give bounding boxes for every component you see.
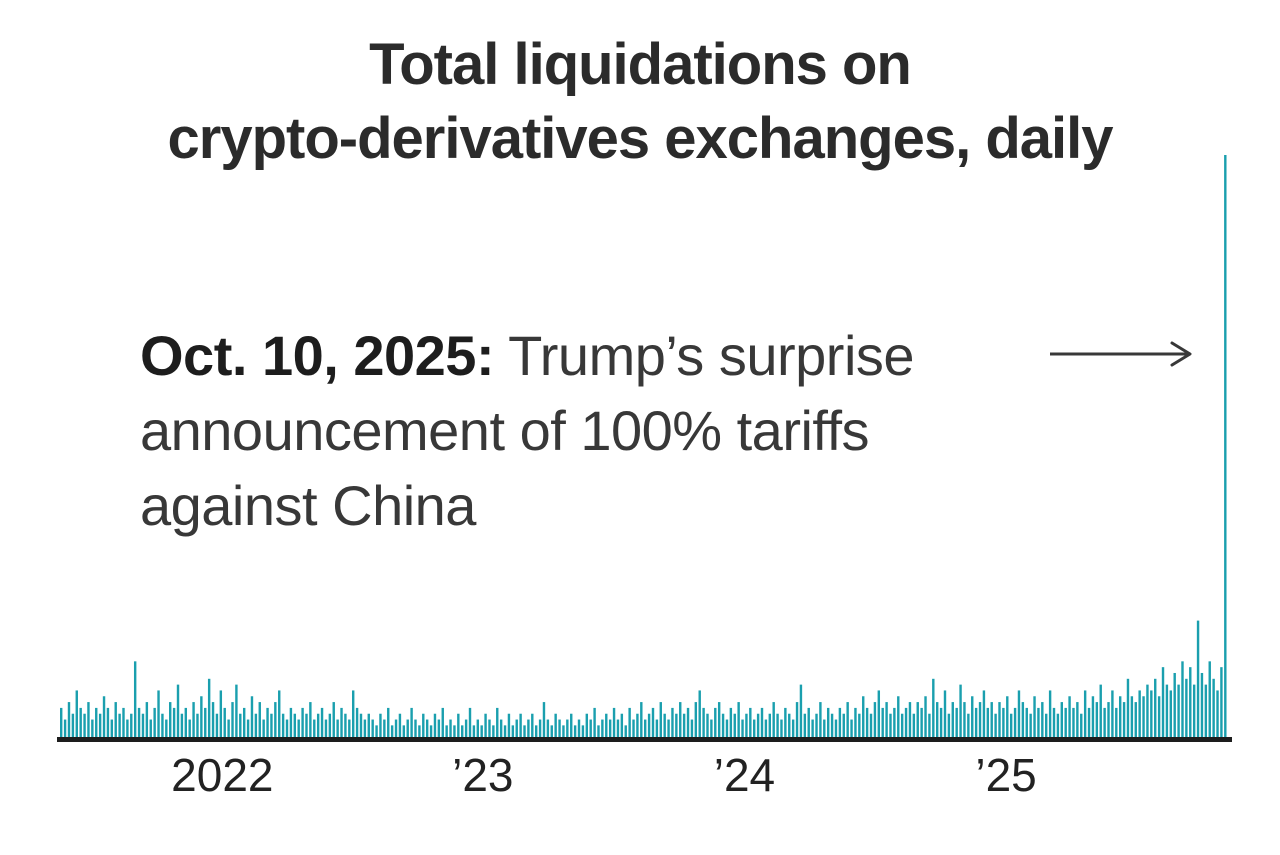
chart-title: Total liquidations on crypto-derivatives… bbox=[0, 28, 1280, 176]
annotation-line-2: announcement of 100% tariffs bbox=[140, 399, 870, 462]
x-axis-tick-label: ’23 bbox=[452, 749, 514, 801]
annotation-arrow-icon bbox=[1050, 341, 1192, 367]
annotation-line-1: Trump’s surprise bbox=[494, 324, 915, 387]
annotation-line-3: against China bbox=[140, 474, 476, 537]
x-axis-tick-label: 2022 bbox=[171, 749, 274, 801]
chart-title-line-1: Total liquidations on bbox=[369, 32, 912, 97]
x-axis-tick-label: ’25 bbox=[975, 749, 1037, 801]
x-axis-tick-labels: 2022 ’23 ’24 ’25 bbox=[0, 748, 1280, 808]
x-axis-line bbox=[57, 737, 1232, 742]
annotation: Oct. 10, 2025: Trump’s surprise announce… bbox=[140, 318, 1100, 543]
annotation-date: Oct. 10, 2025: bbox=[140, 324, 495, 387]
chart-title-line-2: crypto-derivatives exchanges, daily bbox=[167, 106, 1114, 171]
bar-series bbox=[60, 155, 1227, 737]
x-axis-tick-label: ’24 bbox=[713, 749, 776, 801]
